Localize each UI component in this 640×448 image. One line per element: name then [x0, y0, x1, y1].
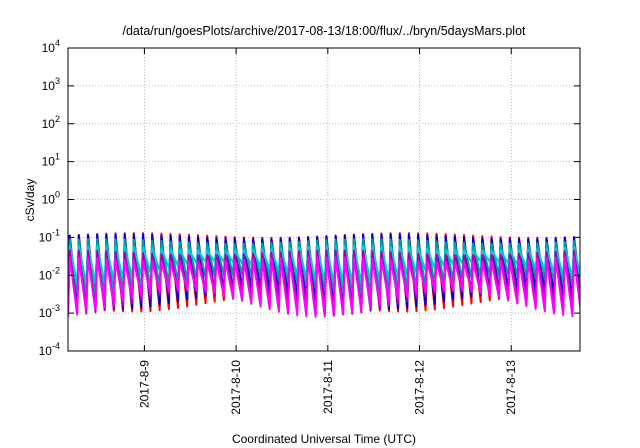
x-tick-label: 2017-8-9: [137, 360, 151, 408]
y-tick-label: 10-3: [39, 303, 60, 320]
y-tick-label: 103: [42, 76, 60, 93]
y-tick-label: 10-4: [39, 341, 60, 358]
y-tick-label: 101: [42, 152, 60, 169]
x-tick-label: 2017-8-10: [229, 360, 243, 415]
series-line: [68, 244, 580, 285]
y-axis-label: cSv/day: [23, 179, 37, 222]
x-axis-label: Coordinated Universal Time (UTC): [232, 432, 416, 446]
x-tick-label: 2017-8-11: [321, 360, 335, 414]
data-layer: [68, 232, 580, 318]
x-tick-label: 2017-8-12: [413, 360, 427, 415]
chart-title: /data/run/goesPlots/archive/2017-08-13/1…: [122, 24, 526, 38]
y-tick-label: 10-2: [39, 265, 60, 282]
y-tick-label: 10-1: [39, 227, 60, 244]
axis-layer: 10-4 10-3 10-2 10-1 100 101 102 103 104 2017-8-9 2…: [39, 38, 580, 415]
y-tick-label: 100: [42, 190, 60, 207]
y-tick-label: 104: [42, 38, 60, 55]
x-tick-label: 2017-8-13: [504, 360, 518, 415]
y-tick-label: 102: [42, 114, 60, 131]
series-line: [68, 256, 580, 318]
